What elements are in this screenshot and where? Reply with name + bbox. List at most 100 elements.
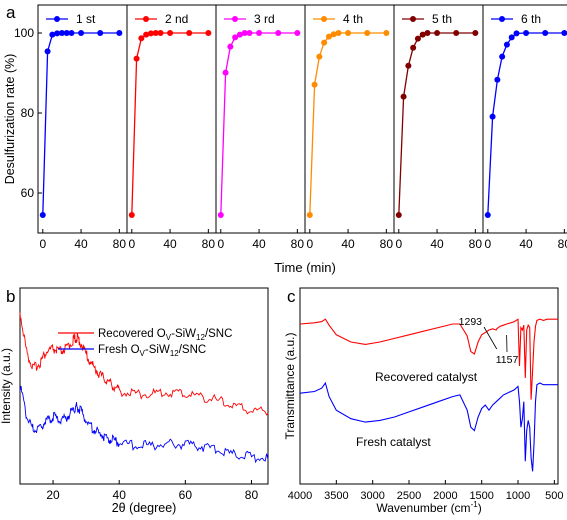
legend-text-part: -SiW: [145, 344, 170, 356]
series-line-2: [131, 32, 209, 216]
x-tick-label: 40: [341, 237, 355, 251]
y-tick-label: 60: [21, 186, 35, 200]
legend-marker: [143, 16, 149, 22]
data-point: [232, 34, 239, 41]
panel-label-a: a: [6, 3, 16, 22]
data-point: [294, 30, 301, 36]
data-point: [236, 31, 243, 38]
subplot-frame: [393, 4, 484, 234]
peak-label-1157: 1157: [496, 354, 519, 366]
series-line-5: [398, 32, 476, 216]
legend-text-part: /SNC: [179, 344, 206, 356]
x-axis-label-part: Wavenumber (cm: [376, 501, 470, 515]
data-point: [222, 69, 229, 76]
legend-label: 1 st: [76, 12, 96, 26]
data-point: [484, 212, 491, 218]
x-tick-label: 40: [519, 237, 533, 251]
x-tick-label: 80: [113, 237, 127, 251]
y-axis-label: Intensity (a.u.): [0, 348, 13, 424]
legend-text-part: 12: [170, 349, 179, 358]
data-point: [424, 30, 431, 36]
data-point: [400, 93, 407, 100]
data-point: [335, 30, 342, 36]
x-axis-label-part: -1: [471, 500, 479, 509]
data-point: [246, 30, 253, 36]
data-point: [49, 31, 56, 38]
data-point: [143, 31, 150, 38]
series-line-4: [309, 32, 387, 216]
data-point: [419, 31, 426, 38]
y-tick-label: 80: [21, 106, 35, 120]
legend-marker: [410, 16, 416, 22]
data-point: [306, 212, 313, 218]
data-point: [54, 30, 61, 37]
xrd-pattern-recovered: [19, 312, 269, 416]
peak-arrow-1293: [483, 326, 498, 350]
plot-frame: [299, 287, 559, 485]
x-tick-label: 1000: [506, 490, 530, 502]
annotation-fresh-catalyst: Fresh catalyst: [356, 435, 431, 449]
x-tick-label: 20: [46, 488, 60, 502]
data-point: [116, 30, 123, 36]
data-point: [453, 30, 460, 36]
x-tick-label: 0: [39, 237, 46, 251]
subplot-frame: [482, 4, 567, 234]
y-axis-label: Transmittance (a.u.): [283, 333, 297, 440]
data-point: [78, 30, 85, 36]
legend-label-fresh: Fresh OV-SiW12/SNC: [98, 344, 206, 358]
x-tick-label: 0: [395, 237, 402, 251]
data-point: [410, 44, 417, 51]
x-tick-label: 80: [558, 237, 567, 251]
data-point: [186, 30, 193, 36]
data-point: [472, 30, 479, 36]
data-point: [152, 30, 159, 36]
legend-text-part: Recovered O: [98, 328, 166, 340]
xrd-pattern-fresh: [19, 385, 269, 464]
x-axis-label-part: ): [478, 501, 482, 515]
x-tick-label: 40: [113, 488, 127, 502]
data-point: [395, 212, 402, 218]
data-point: [256, 30, 263, 36]
data-point: [138, 35, 145, 42]
data-point: [39, 212, 46, 218]
panel-c-chart: 4000 3500 3000 2500 2000 1500 1000 500 1293 1157 R…: [283, 287, 564, 515]
data-point: [364, 30, 371, 36]
data-point: [345, 30, 352, 36]
data-point: [167, 30, 174, 36]
data-point: [157, 30, 164, 36]
data-point: [217, 212, 224, 218]
ftir-spectrum-recovered: [299, 318, 558, 400]
panel-label-c: c: [287, 287, 296, 306]
x-tick-label: 0: [484, 237, 491, 251]
x-tick-label: 40: [252, 237, 266, 251]
data-point: [321, 39, 328, 46]
data-point: [330, 31, 337, 38]
y-axis-label: Desulfurization rate (%): [3, 54, 17, 185]
legend-label: 4 th: [343, 12, 363, 26]
x-tick-label: 3000: [360, 490, 384, 502]
data-point: [489, 113, 496, 120]
plot-frame: [19, 287, 269, 485]
x-axis-label: 2θ (degree): [112, 501, 177, 515]
legend-marker: [499, 16, 505, 22]
data-point: [97, 30, 104, 36]
x-tick-label: 40: [430, 237, 444, 251]
data-point: [128, 212, 135, 218]
series-line-6: [487, 32, 565, 216]
data-point: [561, 30, 567, 36]
data-point: [311, 81, 318, 88]
legend-text-part: V: [140, 349, 146, 358]
x-axis-label: Time (min): [274, 260, 336, 275]
subplot-frame: [215, 4, 306, 234]
legend-text-part: -SiW: [171, 328, 196, 340]
x-tick-label: 2000: [433, 490, 457, 502]
data-point: [325, 33, 332, 40]
legend-label: 2 nd: [165, 12, 188, 26]
legend-label-recovered: Recovered OV-SiW12/SNC: [98, 328, 232, 342]
data-point: [503, 41, 510, 48]
legend-marker: [321, 16, 327, 22]
data-point: [63, 30, 70, 36]
data-point: [44, 48, 51, 55]
